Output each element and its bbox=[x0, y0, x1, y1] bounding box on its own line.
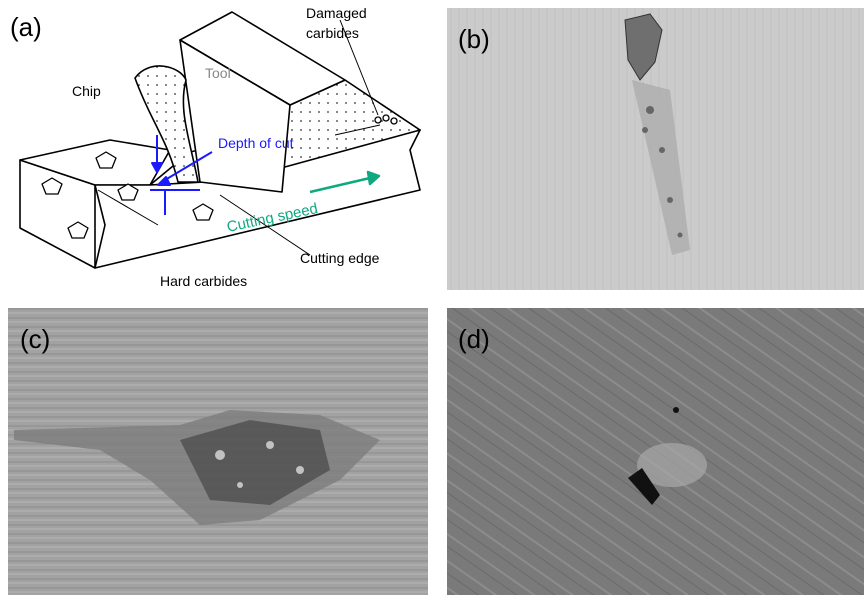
panel-label: (d) bbox=[458, 324, 490, 354]
figure: (a) Chip Tool Damaged carbides Depth of … bbox=[0, 0, 864, 602]
annotation: Damaged bbox=[306, 5, 367, 21]
panel-d bbox=[447, 308, 864, 595]
panel-label: (a) bbox=[10, 12, 42, 42]
panel-label: (c) bbox=[20, 324, 50, 354]
annotation: Cutting edge bbox=[300, 250, 380, 266]
annotation: Tool bbox=[205, 65, 231, 81]
panel-b bbox=[447, 8, 864, 290]
panel-c bbox=[8, 308, 428, 595]
annotation: Depth of cut bbox=[218, 135, 294, 151]
annotation: Chip bbox=[72, 83, 101, 99]
panel-label: (b) bbox=[458, 24, 490, 54]
annotation: carbides bbox=[306, 25, 359, 41]
annotation: Hard carbides bbox=[160, 273, 247, 289]
